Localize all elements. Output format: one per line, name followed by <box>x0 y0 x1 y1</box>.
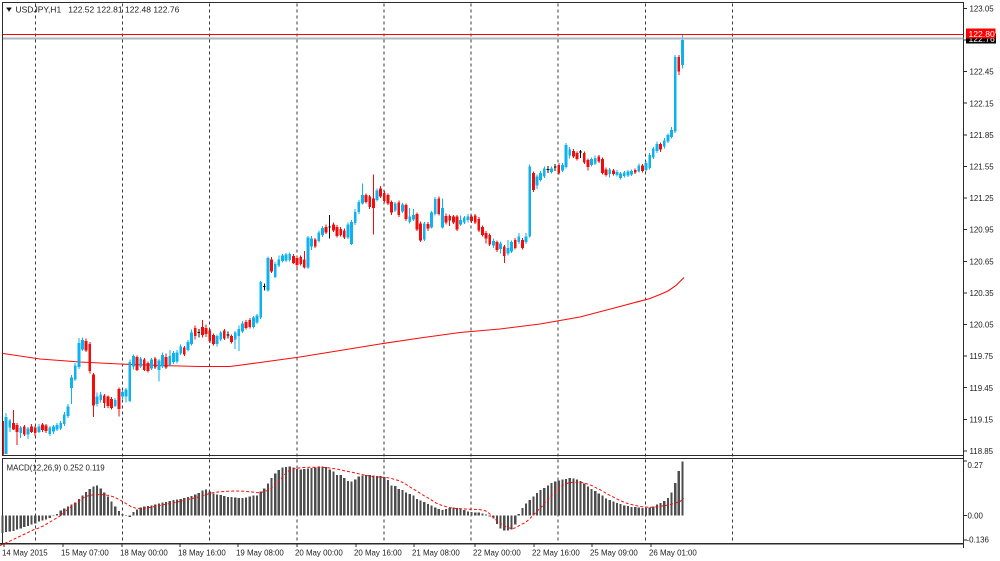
svg-text:121.85: 121.85 <box>970 131 995 140</box>
svg-text:26 May 01:00: 26 May 01:00 <box>649 549 697 558</box>
svg-text:121.25: 121.25 <box>970 194 995 203</box>
svg-text:119.45: 119.45 <box>970 384 994 393</box>
svg-text:22 May 16:00: 22 May 16:00 <box>532 549 580 558</box>
svg-text:MACD(12,26,9) 0.252 0.119: MACD(12,26,9) 0.252 0.119 <box>7 464 106 473</box>
svg-text:123.05: 123.05 <box>970 4 995 13</box>
svg-text:0.27: 0.27 <box>968 461 983 470</box>
svg-text:119.75: 119.75 <box>970 352 994 361</box>
svg-text:15 May 07:00: 15 May 07:00 <box>61 549 109 558</box>
svg-text:19 May 08:00: 19 May 08:00 <box>236 549 284 558</box>
svg-text:122.76: 122.76 <box>969 34 996 44</box>
svg-text:18 May 16:00: 18 May 16:00 <box>178 549 226 558</box>
svg-text:0.00: 0.00 <box>968 511 984 520</box>
svg-text:122.15: 122.15 <box>970 99 995 108</box>
svg-text:25 May 09:00: 25 May 09:00 <box>590 549 638 558</box>
svg-text:120.35: 120.35 <box>970 289 995 298</box>
svg-text:122.45: 122.45 <box>970 68 995 77</box>
svg-text:121.55: 121.55 <box>970 163 995 172</box>
svg-text:-0.136: -0.136 <box>967 536 990 545</box>
svg-text:20 May 16:00: 20 May 16:00 <box>354 549 402 558</box>
svg-text:21 May 08:00: 21 May 08:00 <box>412 549 460 558</box>
svg-text:118.85: 118.85 <box>970 447 994 456</box>
svg-text:120.95: 120.95 <box>970 226 995 235</box>
svg-text:USDJPY,H1 122.52 122.81 122.: USDJPY,H1 122.52 122.81 122.48 122.76 <box>16 4 180 14</box>
svg-text:20 May 00:00: 20 May 00:00 <box>295 549 343 558</box>
svg-text:120.05: 120.05 <box>970 321 995 330</box>
svg-text:22 May 00:00: 22 May 00:00 <box>473 549 521 558</box>
svg-text:120.65: 120.65 <box>970 257 995 266</box>
svg-text:119.15: 119.15 <box>970 416 994 425</box>
svg-text:122.80: 122.80 <box>969 29 996 39</box>
svg-text:14 May 2015: 14 May 2015 <box>2 549 48 558</box>
svg-text:18 May 00:00: 18 May 00:00 <box>120 549 168 558</box>
